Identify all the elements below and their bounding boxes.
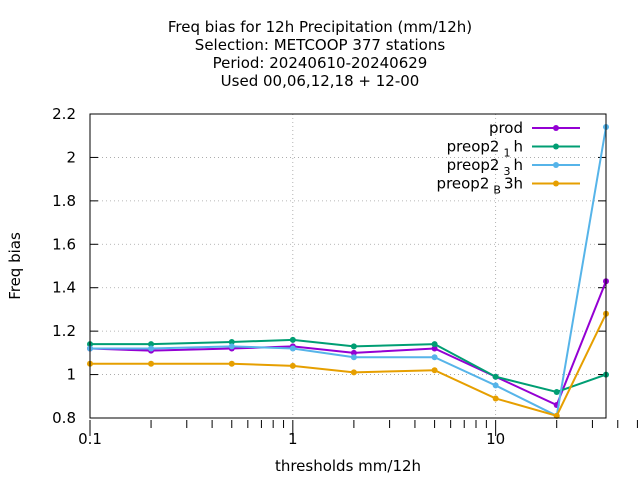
title-line: Selection: METCOOP 377 stations xyxy=(195,36,446,54)
data-point xyxy=(431,354,438,361)
data-point xyxy=(553,388,560,395)
x-tick-label: 10 xyxy=(486,430,505,448)
data-point xyxy=(228,343,235,350)
legend-swatch-point xyxy=(553,125,559,131)
legend-item: preop2 1 h xyxy=(447,138,580,160)
legend-label-base: prod xyxy=(489,119,523,137)
data-point xyxy=(431,341,438,348)
axis-ticks: 0.8 1 1.2 1.4 1.6 1.8 2 2.2 0.1 1 10 xyxy=(52,105,638,448)
y-tick-label: 1.6 xyxy=(52,235,76,253)
legend-item: prod xyxy=(489,119,580,137)
y-tick-label: 1.4 xyxy=(52,279,76,297)
data-point xyxy=(553,412,560,419)
series-line xyxy=(90,313,607,418)
chart-title: Freq bias for 12h Precipitation (mm/12h)… xyxy=(168,18,472,90)
legend-swatch-point xyxy=(553,180,559,187)
x-tick-label: 0.1 xyxy=(78,430,102,448)
title-line: Period: 20240610-20240629 xyxy=(213,54,428,72)
data-point xyxy=(431,345,438,352)
title-line: Freq bias for 12h Precipitation (mm/12h) xyxy=(168,18,472,36)
data-point xyxy=(289,345,296,352)
legend-item: preop2 B 3h xyxy=(437,175,580,197)
legend-label-base: preop2 xyxy=(437,175,490,193)
data-point xyxy=(289,336,296,343)
legend-label: preop2 B 3h xyxy=(437,175,523,197)
y-tick-label: 1 xyxy=(66,366,76,384)
data-point xyxy=(350,369,357,376)
data-point xyxy=(492,382,499,389)
data-point xyxy=(228,339,235,345)
x-tick-label: 1 xyxy=(288,430,298,448)
data-point xyxy=(228,360,235,367)
data-point xyxy=(289,362,296,369)
legend-label: preop2 1 h xyxy=(447,138,523,160)
data-point xyxy=(350,354,357,361)
grid xyxy=(90,114,606,418)
series-4 xyxy=(87,310,609,419)
legend-label-suffix: h xyxy=(513,138,523,156)
legend-label-subscript: 1 xyxy=(503,147,510,160)
data-point xyxy=(350,349,357,356)
legend-label-base: preop2 xyxy=(447,156,500,174)
series-3 xyxy=(87,124,609,419)
legend-label: preop2 3 h xyxy=(447,156,523,178)
x-axis-label: thresholds mm/12h xyxy=(275,457,421,475)
data-point xyxy=(148,360,155,367)
legend-label-subscript: B xyxy=(493,184,501,197)
y-tick-label: 1.8 xyxy=(52,192,76,210)
legend-label: prod xyxy=(489,119,523,137)
legend-label-base: preop2 xyxy=(447,138,500,156)
data-point xyxy=(431,367,438,374)
y-tick-label: 0.8 xyxy=(52,409,76,427)
legend-swatch-point xyxy=(553,162,559,168)
series-lines xyxy=(87,124,609,419)
data-point xyxy=(148,341,155,348)
data-point xyxy=(148,345,155,352)
y-axis-label: Freq bias xyxy=(6,232,24,300)
data-point xyxy=(492,395,499,402)
legend-label-suffix: 3h xyxy=(504,175,523,193)
y-tick-label: 1.2 xyxy=(52,322,76,340)
series-2 xyxy=(87,336,609,395)
plot-frame xyxy=(89,113,607,419)
legend-label-subscript: 3 xyxy=(503,165,510,178)
legend-label-suffix: h xyxy=(513,156,523,174)
data-point xyxy=(350,343,357,350)
data-point xyxy=(492,373,499,380)
title-line: Used 00,06,12,18 + 12-00 xyxy=(221,72,420,90)
legend-item: preop2 3 h xyxy=(447,156,580,178)
y-tick-label: 2.2 xyxy=(52,105,76,123)
y-tick-label: 2 xyxy=(66,148,76,166)
legend-swatch-point xyxy=(553,143,559,150)
